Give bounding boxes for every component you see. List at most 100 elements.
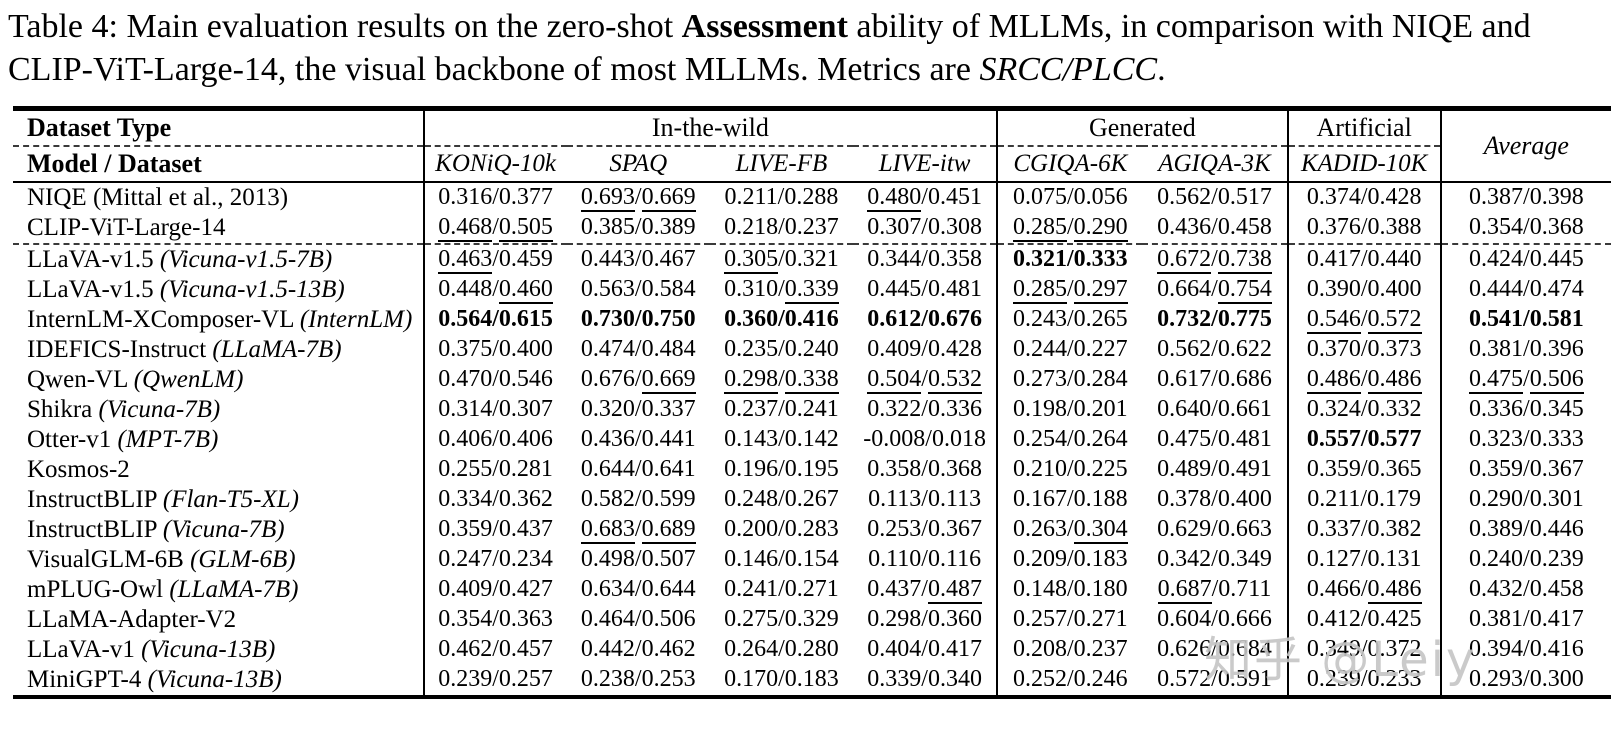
metric-cell: 0.275/0.329: [724, 606, 839, 633]
model-name: LLaVA-v1: [27, 635, 135, 663]
model-name: InternLM-XComposer-VL: [27, 305, 294, 333]
srcc-value: 0.466: [1306, 576, 1361, 603]
metric-cell: 0.127/0.131: [1286, 544, 1441, 575]
srcc-value: 0.209: [1012, 546, 1067, 573]
srcc-value: 0.360: [724, 306, 779, 333]
plcc-value: 0.457: [498, 636, 553, 663]
metric-cell: 0.257/0.271: [996, 604, 1143, 635]
metric-cell: 0.436/0.458: [1157, 214, 1272, 241]
table-row: MiniGPT-4 (Vicuna-13B) 0.239/0.257 0.238/0…: [13, 664, 1611, 697]
srcc-value: 0.305: [724, 246, 779, 275]
plcc-value: 0.237: [784, 214, 839, 241]
model-name: CLIP-ViT-Large-14: [27, 213, 226, 241]
plcc-value: 0.486: [1367, 576, 1422, 605]
plcc-value: 0.663: [1217, 516, 1272, 543]
metric-cell: 0.252/0.246: [996, 664, 1143, 697]
plcc-value: 0.572: [1367, 306, 1422, 335]
metric-cell: 0.385/0.389: [580, 214, 696, 241]
metric-cell: 0.444/0.474: [1439, 274, 1611, 305]
metric-cell: 0.406/0.406: [422, 424, 567, 455]
srcc-value: 0.563: [580, 276, 635, 303]
plcc-value: 0.416: [784, 306, 839, 333]
srcc-value: 0.504: [867, 366, 922, 395]
srcc-value: 0.167: [1012, 486, 1067, 513]
metric-cell: 0.683/0.689: [580, 516, 696, 545]
metric-cell: 0.143/0.142: [724, 426, 839, 453]
plcc-value: 0.183: [784, 666, 839, 693]
model-llm-variant: (Vicuna-v1.5-7B): [159, 245, 333, 273]
plcc-value: 0.179: [1367, 486, 1422, 513]
srcc-value: 0.463: [438, 246, 493, 275]
header-row-dataset-type: Dataset Type In-the-wild Generated Artif…: [13, 108, 1611, 183]
srcc-value: 0.127: [1306, 546, 1361, 573]
model-cell: MiniGPT-4 (Vicuna-13B): [13, 665, 424, 697]
plcc-value: 0.113: [927, 486, 982, 513]
metric-cell: 0.664/0.754: [1157, 276, 1272, 305]
srcc-value: 0.672: [1157, 246, 1212, 275]
metric-cell: 0.285/0.297: [996, 274, 1143, 305]
srcc-value: 0.640: [1157, 396, 1212, 423]
plcc-value: 0.377: [498, 184, 553, 211]
plcc-value: 0.686: [1217, 366, 1272, 393]
metric-cell: 0.298/0.360: [867, 606, 982, 633]
plcc-value: 0.458: [1217, 214, 1272, 241]
srcc-value: 0.629: [1157, 516, 1212, 543]
plcc-value: 0.363: [498, 606, 553, 633]
model-name: IDEFICS-Instruct: [27, 335, 207, 363]
metric-cell: 0.359/0.365: [1286, 454, 1441, 485]
metric-cell: 0.634/0.644: [580, 576, 696, 603]
metric-cell: 0.541/0.581: [1439, 304, 1611, 335]
plcc-value: 0.271: [1073, 606, 1128, 633]
plcc-value: 0.684: [1217, 636, 1272, 663]
srcc-value: 0.486: [1306, 366, 1361, 395]
srcc-value: 0.390: [1306, 276, 1361, 303]
metric-cell: 0.314/0.307: [422, 394, 567, 425]
plcc-value: 0.283: [784, 516, 839, 543]
plcc-value: 0.333: [1529, 426, 1584, 453]
metric-cell: 0.463/0.459: [422, 242, 567, 275]
plcc-value: 0.481: [1217, 426, 1272, 453]
plcc-value: 0.264: [1073, 426, 1128, 453]
plcc-value: 0.437: [498, 516, 553, 543]
srcc-value: 0.235: [724, 336, 779, 363]
model-llm-variant: (QwenLM): [133, 365, 244, 393]
srcc-value: 0.316: [438, 184, 493, 211]
plcc-value: 0.577: [1367, 426, 1422, 453]
metric-cell: 0.443/0.467: [566, 242, 710, 275]
srcc-value: 0.342: [1157, 546, 1212, 573]
plcc-value: 0.345: [1529, 396, 1584, 423]
metric-cell: 0.464/0.506: [580, 606, 696, 633]
model-cell: InstructBLIP (Flan-T5-XL): [13, 485, 424, 515]
metric-cell: 0.626/0.684: [1157, 636, 1272, 663]
srcc-value: 0.394: [1469, 636, 1524, 663]
plcc-value: 0.506: [641, 606, 696, 633]
plcc-value: 0.458: [1529, 576, 1584, 603]
srcc-value: 0.148: [1012, 576, 1067, 603]
srcc-value: 0.248: [724, 486, 779, 513]
dataset-header-livefb: LIVE-FB: [709, 145, 854, 183]
model-cell: Shikra (Vicuna-7B): [13, 395, 424, 425]
model-name: Kosmos-2: [27, 455, 130, 483]
srcc-value: 0.664: [1157, 276, 1212, 303]
srcc-value: 0.541: [1469, 306, 1524, 333]
metric-cell: 0.562/0.517: [1157, 184, 1272, 211]
table-row: InternLM-XComposer-VL (InternLM) 0.564/0.…: [13, 304, 1611, 335]
plcc-value: 0.271: [784, 576, 839, 603]
caption-segment: .: [1157, 50, 1166, 88]
metric-cell: 0.432/0.458: [1439, 574, 1611, 605]
metric-cell: 0.200/0.283: [724, 516, 839, 543]
srcc-value: 0.480: [867, 184, 922, 213]
srcc-value: 0.143: [724, 426, 779, 453]
srcc-value: 0.273: [1012, 366, 1067, 393]
srcc-value: 0.198: [1012, 396, 1067, 423]
metric-cell: 0.237/0.241: [724, 396, 839, 423]
metric-cell: 0.468/0.505: [422, 212, 567, 244]
srcc-value: 0.732: [1157, 306, 1212, 333]
srcc-value: 0.474: [580, 336, 635, 363]
model-llm-variant: (InternLM): [299, 305, 413, 333]
srcc-value: 0.374: [1306, 184, 1361, 211]
metric-cell: 0.564/0.615: [422, 304, 567, 335]
table-row: LLaVA-v1.5 (Vicuna-v1.5-7B) 0.463/0.459 0.…: [13, 242, 1611, 275]
plcc-value: 0.460: [498, 276, 553, 305]
srcc-value: 0.334: [438, 486, 493, 513]
